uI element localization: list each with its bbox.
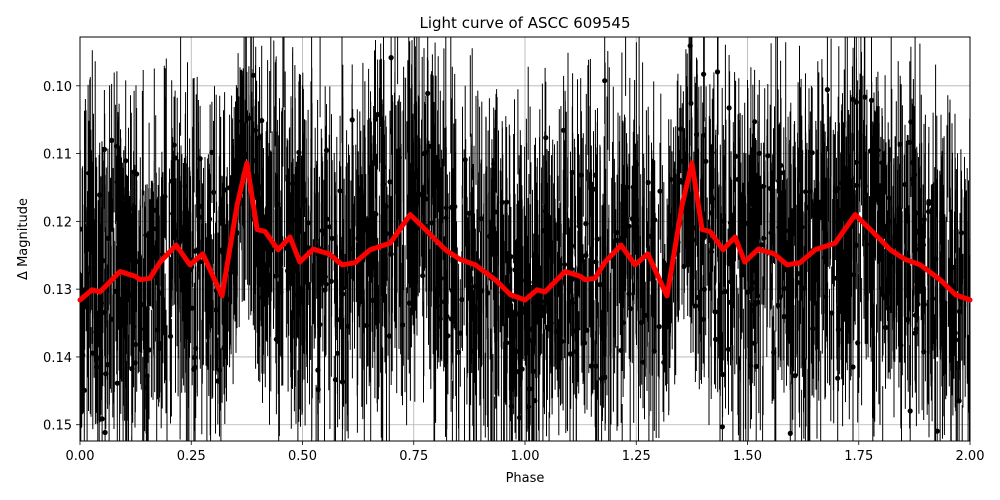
chart-title: Light curve of ASCC 609545 [420, 14, 631, 32]
x-tick-label: 0.00 [66, 449, 95, 464]
x-tick-label: 1.25 [622, 449, 651, 464]
y-tick-label: 0.12 [43, 215, 72, 230]
x-tick-label: 0.75 [399, 449, 428, 464]
x-tick-label: 1.50 [733, 449, 762, 464]
x-tick-label: 0.50 [288, 449, 317, 464]
model-curve [77, 160, 973, 303]
x-axis-ticks: 0.00 0.25 0.50 0.75 1.00 1.25 1.50 1.75 2.00 [66, 441, 985, 464]
y-tick-label: 0.15 [43, 419, 72, 434]
x-tick-label: 1.00 [511, 449, 540, 464]
y-tick-label: 0.14 [43, 351, 72, 366]
x-tick-label: 2.00 [956, 449, 985, 464]
x-tick-label: 1.75 [844, 449, 873, 464]
y-axis-label: Δ Magnitude [16, 198, 31, 280]
observation-errorbars [80, 37, 970, 441]
y-tick-label: 0.11 [43, 148, 72, 163]
x-tick-label: 0.25 [177, 449, 206, 464]
x-axis-label: Phase [506, 471, 545, 486]
y-axis-ticks: 0.10 0.11 0.12 0.13 0.14 0.15 [43, 80, 80, 434]
y-tick-label: 0.10 [43, 80, 72, 95]
y-tick-label: 0.13 [43, 283, 72, 298]
